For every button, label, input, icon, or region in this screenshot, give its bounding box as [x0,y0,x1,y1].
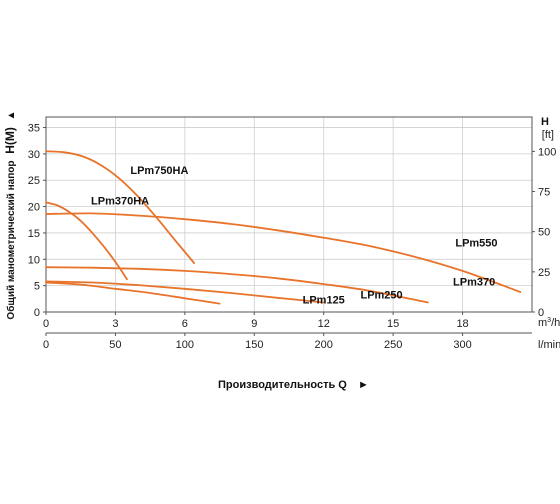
x-tick-label: 6 [182,318,188,330]
curve-label-lpm125: LPm125 [303,295,345,307]
y-tick-label: 10 [28,254,40,266]
right-axis-letter: H [541,116,549,128]
lpm-tick-label: 100 [176,339,194,351]
curve-lpm250 [45,280,325,304]
ft-tick-label: 50 [538,227,550,239]
axes [43,116,535,336]
ft-tick-label: 25 [538,267,550,279]
x-tick-label: 3 [112,318,118,330]
curve-lpm550 [45,212,522,293]
y-tick-label: 20 [28,202,40,214]
lpm-tick-label: 200 [315,339,333,351]
curve-labels: LPm750HA LPm370HA LPm550 LPm370 LPm250 LPm125 [91,165,498,307]
x-tick-label: 18 [456,318,468,330]
lpm-tick-label: 150 [245,339,263,351]
tick-labels: 0 5 10 15 20 25 30 35 0 25 50 75 100 0 3 6 9 12 15 18 0 50 100… [28,123,557,351]
curve-lpm125 [45,281,221,305]
y-tick-label: 0 [34,307,40,319]
curve-label-lpm750ha: LPm750HA [130,165,188,177]
y-tick-label: 5 [34,281,40,293]
curves [45,150,522,305]
y-tick-label: 25 [28,175,40,187]
y-tick-label: 30 [28,149,40,161]
x-tick-label: 12 [318,318,330,330]
ft-tick-label: 75 [538,187,550,199]
curve-label-lpm370ha: LPm370HA [91,195,149,207]
top-x-unit: m3/h [538,317,560,329]
grid-lines [46,117,532,312]
lpm-tick-label: 0 [43,339,49,351]
x-tick-label: 15 [387,318,399,330]
right-axis-unit: [ft] [542,129,554,141]
curve-label-lpm250: LPm250 [360,289,402,301]
ft-tick-label: 0 [538,307,544,319]
curve-label-lpm370: LPm370 [453,277,495,289]
x-tick-label: 9 [251,318,257,330]
bottom-x-unit: l/min [538,339,560,351]
curve-lpm370ha [45,201,128,281]
y-axis-title: Общий манометрический напор H(M) ▲ [3,110,17,319]
x-axis-title: Производительность Q ► [218,379,369,391]
curve-lpm370 [45,266,429,304]
curve-lpm750ha [45,150,195,264]
ft-tick-label: 100 [538,146,556,158]
lpm-tick-label: 250 [384,339,402,351]
y-tick-label: 35 [28,123,40,135]
curve-label-lpm550: LPm550 [455,238,497,250]
y-tick-label: 15 [28,228,40,240]
x-tick-label: 0 [43,318,49,330]
lpm-tick-label: 300 [453,339,471,351]
lpm-tick-label: 50 [109,339,121,351]
